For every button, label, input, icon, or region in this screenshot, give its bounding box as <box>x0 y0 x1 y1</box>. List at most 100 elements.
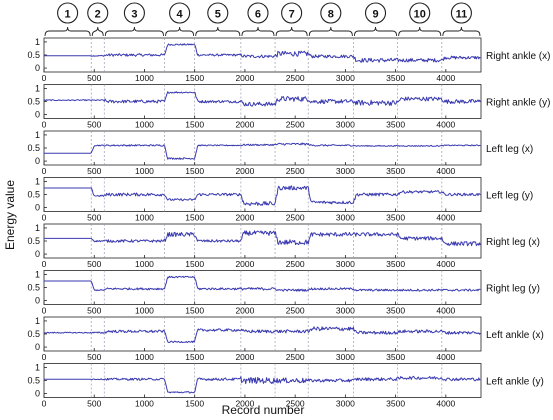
x-tick-label: 500 <box>87 166 101 176</box>
segment-label: 10 <box>414 9 426 21</box>
segment-brace <box>104 26 165 37</box>
segment-circle <box>57 2 79 24</box>
x-tick-label: 1000 <box>135 213 154 223</box>
y-tick-label: 0.5 <box>27 143 40 153</box>
x-tick-label: 3500 <box>386 166 405 176</box>
panel-frame <box>43 130 482 166</box>
x-tick-label: 4000 <box>436 166 455 176</box>
chart-panel: 0 0.5 1 0 500 1000 1500 2000 2500 3000 3500 4000 Rig… <box>27 269 539 315</box>
panel-frame <box>43 84 482 119</box>
x-tick-label: 3000 <box>336 259 355 269</box>
segment-circle <box>364 2 387 24</box>
y-tick-label: 1 <box>35 130 40 140</box>
x-tick-label: 1000 <box>135 120 154 130</box>
x-tick-label: 0 <box>42 306 47 316</box>
panel-name: Left ankle (x) <box>486 330 544 341</box>
y-tick-label: 0 <box>35 249 40 259</box>
x-tick-label: 1500 <box>185 120 204 130</box>
x-tick-label: 1000 <box>135 352 154 362</box>
x-tick-label: 1000 <box>135 259 154 269</box>
series-line <box>43 326 481 344</box>
y-tick-label: 0.5 <box>27 50 40 60</box>
x-tick-label: 2000 <box>235 352 254 362</box>
x-tick-label: 500 <box>87 352 101 362</box>
panel-name: Left leg (y) <box>486 191 533 202</box>
x-tick-label: 2000 <box>235 306 254 316</box>
segment-brace <box>353 26 398 37</box>
x-tick-label: 4000 <box>436 120 455 130</box>
x-tick-label: 3500 <box>386 352 405 362</box>
panel-name: Left leg (x) <box>486 144 533 155</box>
x-tick-label: 3500 <box>386 259 405 269</box>
y-tick-label: 0 <box>35 156 40 166</box>
x-tick-label: 3500 <box>386 399 405 409</box>
chart-panel: 0 0.5 1 0 500 1000 1500 2000 2500 3000 3500 4000 Lef… <box>27 362 543 408</box>
series-line <box>44 43 481 63</box>
y-tick-label: 1 <box>35 176 40 186</box>
x-tick-label: 4000 <box>436 73 455 83</box>
x-tick-label: 1500 <box>185 352 204 362</box>
x-tick-label: 2500 <box>286 259 305 269</box>
x-tick-label: 0 <box>42 352 47 362</box>
x-tick-label: 1500 <box>185 399 204 409</box>
x-tick-label: 1000 <box>135 166 154 176</box>
x-tick-label: 2000 <box>235 399 254 409</box>
segment-label: 11 <box>456 9 468 21</box>
segment-brace <box>91 26 104 37</box>
x-tick-label: 2500 <box>286 352 305 362</box>
x-tick-label: 3500 <box>386 213 405 223</box>
segment-brace <box>241 26 275 37</box>
panel-name: Right ankle (y) <box>486 98 550 109</box>
segment-label: 1 <box>65 9 71 21</box>
segment-circle <box>87 2 109 24</box>
x-tick-label: 500 <box>87 259 101 269</box>
segment-label: 6 <box>255 9 261 21</box>
x-tick-label: 2500 <box>286 120 305 130</box>
series-line <box>44 230 481 247</box>
chart-panel: 0 0.5 1 0 500 1000 1500 2000 2500 3000 3500 4000 Rig… <box>27 83 550 129</box>
x-tick-label: 500 <box>87 213 101 223</box>
x-tick-label: 0 <box>42 166 47 176</box>
x-tick-label: 4000 <box>436 259 455 269</box>
x-tick-label: 3000 <box>336 399 355 409</box>
y-tick-label: 1 <box>35 316 40 326</box>
y-tick-label: 0.5 <box>27 97 40 107</box>
panel-name: Right leg (y) <box>486 284 540 295</box>
x-tick-label: 0 <box>42 399 47 409</box>
x-tick-label: 3500 <box>386 306 405 316</box>
x-tick-label: 500 <box>87 399 101 409</box>
x-tick-label: 1500 <box>185 73 204 83</box>
y-tick-label: 0.5 <box>27 283 40 293</box>
y-tick-label: 1 <box>35 362 40 372</box>
x-tick-label: 1000 <box>135 73 154 83</box>
segment-circle <box>320 2 342 24</box>
series-line <box>43 91 481 107</box>
x-tick-label: 2500 <box>286 166 305 176</box>
y-axis-label: Energy value <box>3 180 17 250</box>
segment-brace <box>442 26 481 37</box>
panel-frame <box>43 316 482 352</box>
segment-circle <box>169 2 191 24</box>
chart-panel: 0 0.5 1 0 500 1000 1500 2000 2500 3000 3500 4000 Lef… <box>27 130 533 176</box>
x-tick-label: 2000 <box>235 166 254 176</box>
y-tick-label: 1 <box>35 83 40 93</box>
y-tick-label: 0.5 <box>27 329 40 339</box>
x-axis-label: Record number <box>222 403 305 417</box>
x-tick-label: 1500 <box>185 166 204 176</box>
x-tick-label: 3500 <box>386 120 405 130</box>
panel-name: Right leg (x) <box>486 237 540 248</box>
chart-panel: 0 0.5 1 0 500 1000 1500 2000 2500 3000 3500 4000 Lef… <box>27 316 543 362</box>
y-tick-label: 0 <box>35 203 40 213</box>
segment-circle <box>207 2 229 24</box>
y-tick-label: 0 <box>35 296 40 306</box>
y-tick-label: 0 <box>35 63 40 73</box>
x-tick-label: 3000 <box>336 213 355 223</box>
x-tick-label: 4000 <box>436 352 455 362</box>
segment-label: 2 <box>95 9 101 21</box>
segment-brace <box>398 26 442 37</box>
x-tick-label: 1500 <box>185 259 204 269</box>
y-tick-label: 0.5 <box>27 376 40 386</box>
segment-circle <box>247 2 269 24</box>
panel-name: Right ankle (x) <box>486 51 550 62</box>
